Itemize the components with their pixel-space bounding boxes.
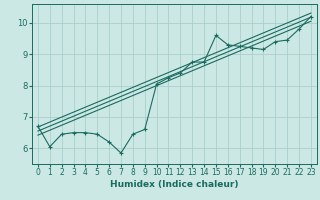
X-axis label: Humidex (Indice chaleur): Humidex (Indice chaleur) xyxy=(110,180,239,189)
